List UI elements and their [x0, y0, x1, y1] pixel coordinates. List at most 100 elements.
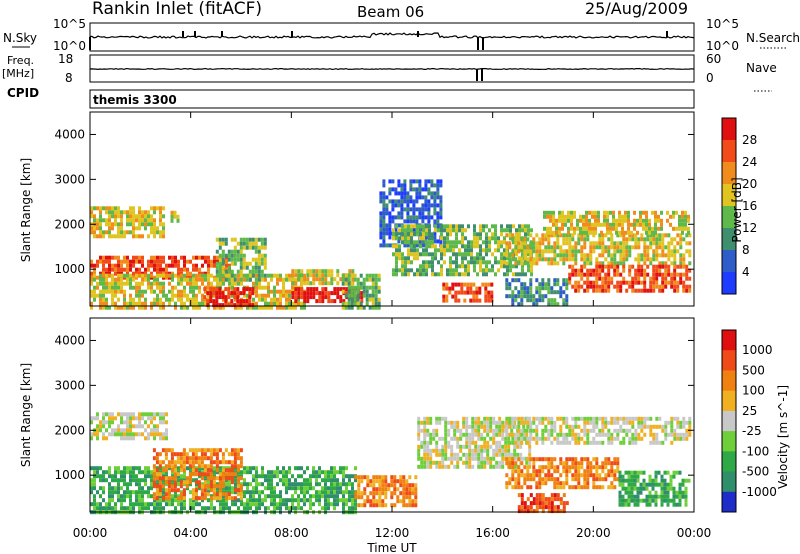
- velocity-cell: [676, 420, 680, 425]
- power-cell: [613, 264, 617, 269]
- velocity-cell: [161, 448, 165, 453]
- velocity-cell: [667, 420, 671, 425]
- velocity-cell: [158, 464, 162, 469]
- velocity-cell: [523, 473, 527, 478]
- power-cell: [470, 252, 473, 257]
- power-cell: [201, 263, 204, 268]
- power-cell: [374, 297, 378, 302]
- power-cell: [688, 253, 692, 258]
- power-colorbar-swatch: [722, 228, 736, 251]
- velocity-cell: [165, 412, 168, 417]
- velocity-cell: [444, 456, 448, 461]
- power-cell: [212, 299, 216, 304]
- power-cell: [257, 261, 261, 266]
- power-cell: [102, 293, 105, 298]
- power-cell: [392, 244, 395, 249]
- power-cell: [582, 214, 585, 219]
- velocity-cell: [517, 465, 521, 470]
- velocity-cell: [547, 461, 551, 466]
- power-cell: [521, 252, 524, 257]
- velocity-cell: [231, 502, 234, 507]
- power-cell: [210, 259, 213, 264]
- velocity-cell: [369, 503, 373, 508]
- velocity-cell: [399, 499, 403, 504]
- power-cell: [254, 249, 258, 254]
- power-cell: [607, 264, 611, 269]
- velocity-cell: [336, 478, 339, 483]
- velocity-cell: [351, 486, 354, 491]
- power-cell: [568, 264, 572, 269]
- velocity-cell: [618, 494, 622, 499]
- velocity-cell: [607, 461, 611, 466]
- velocity-cell: [517, 477, 521, 482]
- velocity-cell: [414, 491, 418, 496]
- velocity-cell: [249, 506, 252, 511]
- power-cell: [362, 285, 366, 290]
- power-cell: [215, 295, 219, 300]
- power-cell: [129, 301, 132, 306]
- power-cell: [251, 257, 255, 262]
- velocity-cell: [117, 470, 120, 475]
- velocity-cell: [556, 416, 560, 421]
- velocity-cell: [535, 457, 539, 462]
- power-cell: [433, 195, 437, 200]
- velocity-cell: [324, 474, 327, 479]
- velocity-cell: [565, 416, 569, 421]
- power-cell: [221, 295, 225, 300]
- velocity-cell: [541, 428, 545, 433]
- power-cell: [258, 281, 261, 286]
- velocity-cell: [562, 440, 566, 445]
- power-cell: [138, 226, 141, 231]
- power-cell: [398, 248, 401, 253]
- velocity-cell: [203, 488, 207, 493]
- velocity-cell: [161, 476, 165, 481]
- power-cell: [682, 284, 686, 289]
- power-cell: [535, 257, 539, 262]
- power-cell: [634, 245, 638, 250]
- power-cell: [616, 280, 620, 285]
- velocity-cell: [589, 469, 593, 474]
- power-cell: [582, 226, 585, 231]
- power-cell: [670, 241, 674, 246]
- power-cell: [595, 288, 599, 293]
- velocity-cell: [126, 412, 129, 417]
- power-cell: [267, 301, 270, 306]
- power-cell: [443, 240, 446, 245]
- velocity-cell: [213, 470, 216, 475]
- velocity-cell: [348, 490, 351, 495]
- power-cell: [505, 294, 509, 299]
- power-cell: [315, 273, 319, 278]
- velocity-cell: [435, 420, 439, 425]
- velocity-cell: [93, 506, 96, 511]
- velocity-cell: [212, 448, 216, 453]
- velocity-cell: [345, 482, 348, 487]
- power-cell: [108, 230, 111, 235]
- velocity-cell: [372, 479, 376, 484]
- velocity-cell: [667, 432, 671, 437]
- power-cell: [312, 291, 316, 296]
- velocity-cell: [221, 456, 225, 461]
- velocity-cell: [381, 475, 385, 480]
- power-cell: [132, 277, 135, 282]
- power-cell: [123, 259, 126, 264]
- velocity-cell: [233, 488, 237, 493]
- power-cell: [123, 293, 126, 298]
- power-cell: [597, 222, 600, 227]
- velocity-cell: [179, 456, 183, 461]
- power-cell: [678, 218, 681, 223]
- velocity-cell: [120, 506, 123, 511]
- power-cell: [120, 222, 123, 227]
- power-cell: [585, 226, 588, 231]
- velocity-cell: [429, 448, 433, 453]
- velocity-cell: [315, 498, 318, 503]
- power-cell: [565, 241, 569, 246]
- power-cell: [586, 261, 590, 266]
- power-cell: [415, 243, 419, 248]
- velocity-cell: [197, 484, 201, 489]
- power-cell: [649, 261, 653, 266]
- power-cell: [309, 287, 313, 292]
- velocity-cell: [505, 485, 509, 490]
- power-cell: [649, 284, 653, 289]
- power-cell: [126, 218, 129, 223]
- velocity-cell: [423, 432, 427, 437]
